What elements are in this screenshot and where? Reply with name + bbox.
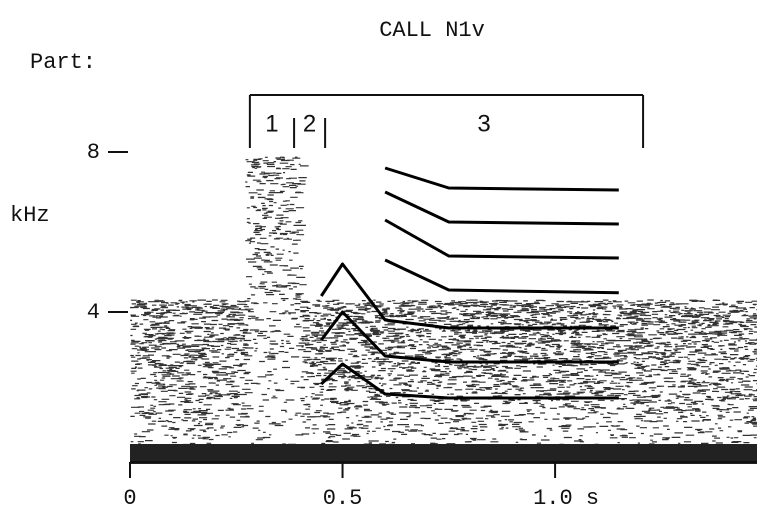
- part-label: 2: [303, 110, 316, 137]
- harmonic-line: [384, 190, 619, 226]
- chart-title: CALL N1v: [379, 18, 485, 43]
- harmonic-line: [384, 166, 619, 192]
- harmonic-line: [320, 362, 619, 400]
- part-label: 3: [477, 110, 490, 137]
- part-label: 1: [265, 110, 278, 137]
- x-tick-label: 0.5: [323, 486, 363, 511]
- y-tick-label: 4: [87, 300, 100, 325]
- spectrogram-noise: [130, 156, 757, 461]
- y-tick-label: 8: [87, 140, 100, 165]
- harmonic-line: [320, 262, 619, 330]
- harmonic-line: [384, 258, 619, 295]
- x-tick-label: 0: [123, 486, 136, 511]
- x-tick-label: 1.0 s: [533, 486, 599, 511]
- harmonic-line: [384, 218, 619, 260]
- harmonic-line: [320, 310, 619, 364]
- y-axis-label: kHz: [10, 203, 50, 228]
- low-frequency-band: [130, 444, 757, 464]
- parts-label: Part:: [30, 50, 96, 75]
